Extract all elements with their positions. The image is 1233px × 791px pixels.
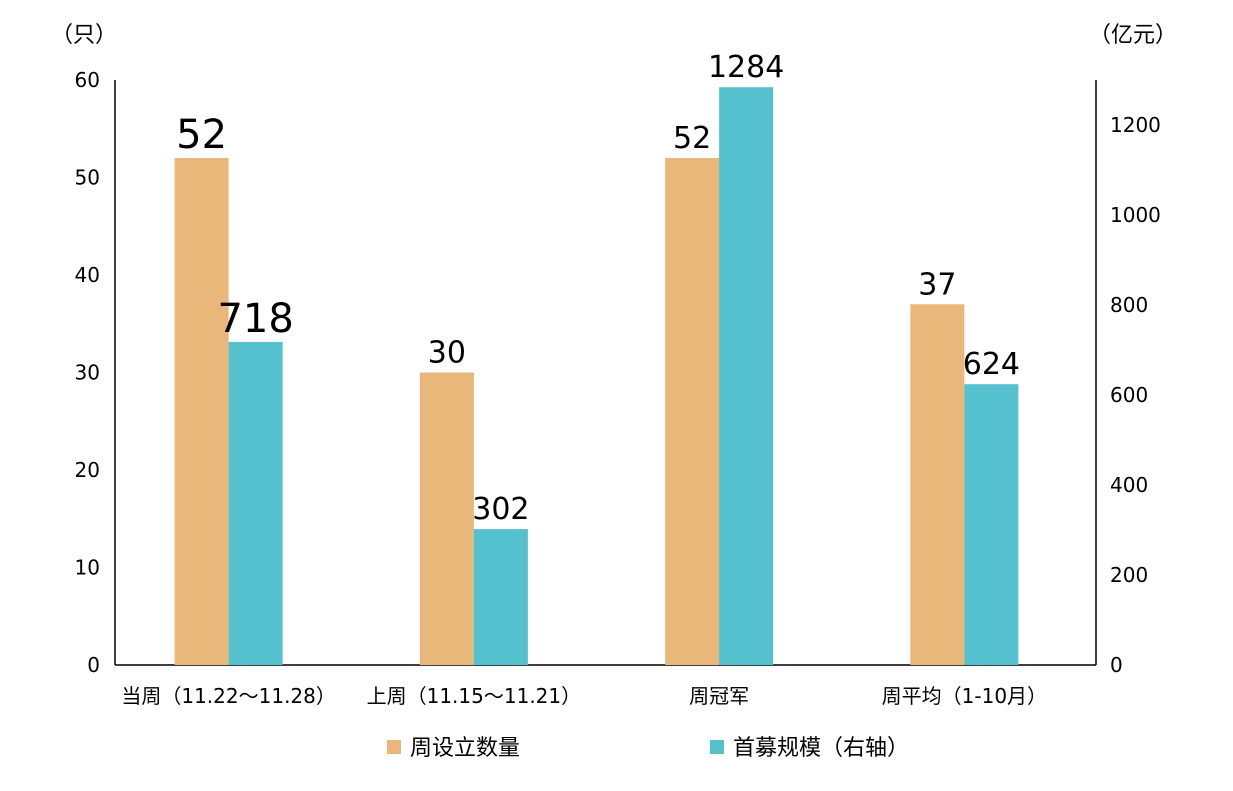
left-tick-label: 60 — [75, 68, 100, 92]
left-tick-label: 20 — [75, 458, 100, 482]
legend-swatch-series-1 — [387, 740, 401, 754]
right-tick-label: 200 — [1110, 563, 1148, 587]
right-axis-unit: （亿元） — [1089, 23, 1177, 48]
bar-1-3 — [665, 158, 720, 665]
data-label-1-4: 37 — [918, 267, 956, 302]
legend-swatch-series-2 — [710, 740, 724, 754]
left-tick-label: 10 — [75, 556, 100, 580]
data-label-1-3: 52 — [673, 121, 711, 156]
legend-label-series-1: 周设立数量 — [410, 736, 520, 761]
category-label-4: 周平均（1-10月） — [882, 684, 1047, 708]
bar-2-4 — [964, 384, 1019, 665]
category-labels: 当周（11.22～11.28） 上周（11.15～11.21） 周冠军 周平均（1-1… — [121, 684, 1047, 708]
right-tick-label: 1200 — [1110, 113, 1161, 137]
data-label-2-2: 302 — [472, 492, 529, 527]
category-label-3: 周冠军 — [689, 684, 749, 708]
category-label-2: 上周（11.15～11.21） — [367, 684, 582, 708]
bars — [174, 87, 1019, 665]
right-tick-label: 800 — [1110, 293, 1148, 317]
data-label-1-2: 30 — [428, 336, 466, 371]
bar-2-3 — [719, 87, 774, 665]
bar-1-2 — [419, 372, 474, 665]
left-axis-ticks: 0 10 20 30 40 50 60 — [75, 68, 100, 677]
data-label-2-3: 1284 — [708, 50, 784, 85]
bar-2-1 — [228, 341, 283, 665]
bar-2-2 — [473, 529, 528, 665]
right-tick-label: 400 — [1110, 473, 1148, 497]
data-label-2-1: 718 — [217, 296, 293, 342]
left-axis-unit: （只） — [51, 23, 117, 48]
bar-1-4 — [910, 304, 965, 665]
legend: 周设立数量 首募规模（右轴） — [387, 736, 909, 761]
right-tick-label: 1000 — [1110, 203, 1161, 227]
data-label-1-1: 52 — [176, 112, 227, 158]
left-tick-label: 30 — [75, 361, 100, 385]
left-tick-label: 0 — [87, 653, 100, 677]
left-tick-label: 50 — [75, 166, 100, 190]
right-axis-ticks: 0 200 400 600 800 1000 1200 — [1110, 113, 1161, 677]
left-tick-label: 40 — [75, 263, 100, 287]
legend-label-series-2: 首募规模（右轴） — [733, 736, 909, 761]
bar-1-1 — [174, 158, 229, 665]
bar-value-labels: 52 718 30 302 52 1284 37 624 — [176, 50, 1020, 527]
category-label-1: 当周（11.22～11.28） — [121, 684, 336, 708]
data-label-2-4: 624 — [963, 347, 1020, 382]
right-tick-label: 0 — [1110, 653, 1123, 677]
right-tick-label: 600 — [1110, 383, 1148, 407]
